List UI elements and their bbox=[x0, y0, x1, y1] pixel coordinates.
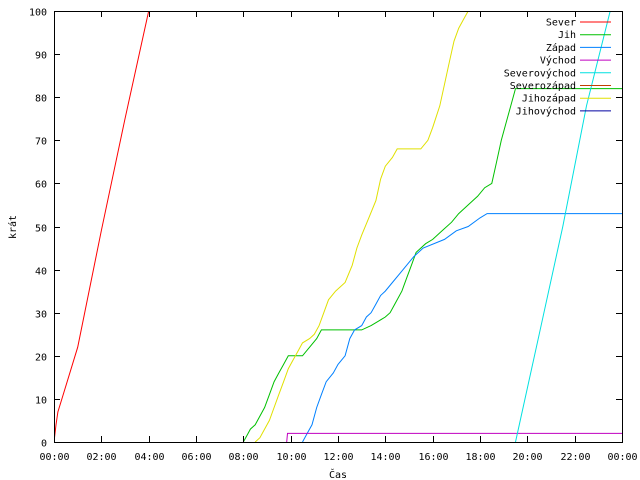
y-tick-label: 70 bbox=[35, 137, 47, 148]
legend-label: Sever bbox=[546, 18, 576, 29]
y-tick-label: 80 bbox=[35, 94, 47, 105]
y-tick-label: 0 bbox=[41, 439, 47, 450]
legend-label: Severozápad bbox=[510, 80, 576, 92]
x-tick-label: 20:00 bbox=[512, 452, 542, 463]
y-tick-label: 50 bbox=[35, 224, 47, 235]
y-tick-label: 100 bbox=[29, 8, 47, 19]
legend-label: Západ bbox=[546, 42, 576, 54]
y-tick-label: 90 bbox=[35, 51, 47, 62]
x-tick-label: 18:00 bbox=[465, 452, 495, 463]
y-axis-ticks: 0 10 20 30 40 50 60 70 80 90 100 bbox=[29, 8, 622, 450]
series-line-0 bbox=[54, 11, 150, 442]
legend-label: Jihozápad bbox=[522, 93, 576, 105]
x-axis-ticks: 00:00 02:00 04:00 06:00 08:00 10:00 12:00 14:00… bbox=[39, 11, 638, 463]
y-tick-label: 20 bbox=[35, 353, 47, 364]
x-tick-label: 00:00 bbox=[607, 452, 637, 463]
legend-label: Východ bbox=[540, 55, 576, 67]
series-line-1 bbox=[242, 88, 622, 442]
x-tick-label: 12:00 bbox=[323, 452, 353, 463]
legend: SeverJihZápadVýchodSeverovýchodSeverozáp… bbox=[504, 18, 611, 117]
x-tick-label: 10:00 bbox=[276, 452, 306, 463]
legend-label: Jih bbox=[558, 30, 576, 41]
x-tick-label: 04:00 bbox=[134, 452, 164, 463]
x-tick-label: 02:00 bbox=[86, 452, 116, 463]
y-tick-label: 30 bbox=[35, 310, 47, 321]
series-line-4 bbox=[515, 11, 611, 442]
y-tick-label: 40 bbox=[35, 267, 47, 278]
series-line-6 bbox=[254, 11, 469, 442]
x-tick-label: 22:00 bbox=[560, 452, 590, 463]
legend-label: Jihovýchod bbox=[516, 105, 576, 117]
x-axis-label: Čas bbox=[329, 468, 347, 480]
x-tick-label: 00:00 bbox=[39, 452, 69, 463]
series-line-3 bbox=[286, 432, 622, 442]
legend-label: Severovýchod bbox=[504, 67, 576, 79]
x-tick-label: 16:00 bbox=[418, 452, 448, 463]
y-tick-label: 10 bbox=[35, 396, 47, 407]
x-tick-label: 06:00 bbox=[181, 452, 211, 463]
y-tick-label: 60 bbox=[35, 180, 47, 191]
series-lines bbox=[54, 11, 622, 442]
x-tick-label: 14:00 bbox=[370, 452, 400, 463]
x-tick-label: 08:00 bbox=[228, 452, 258, 463]
y-axis-label: krát bbox=[7, 215, 19, 239]
series-line-2 bbox=[302, 213, 622, 442]
